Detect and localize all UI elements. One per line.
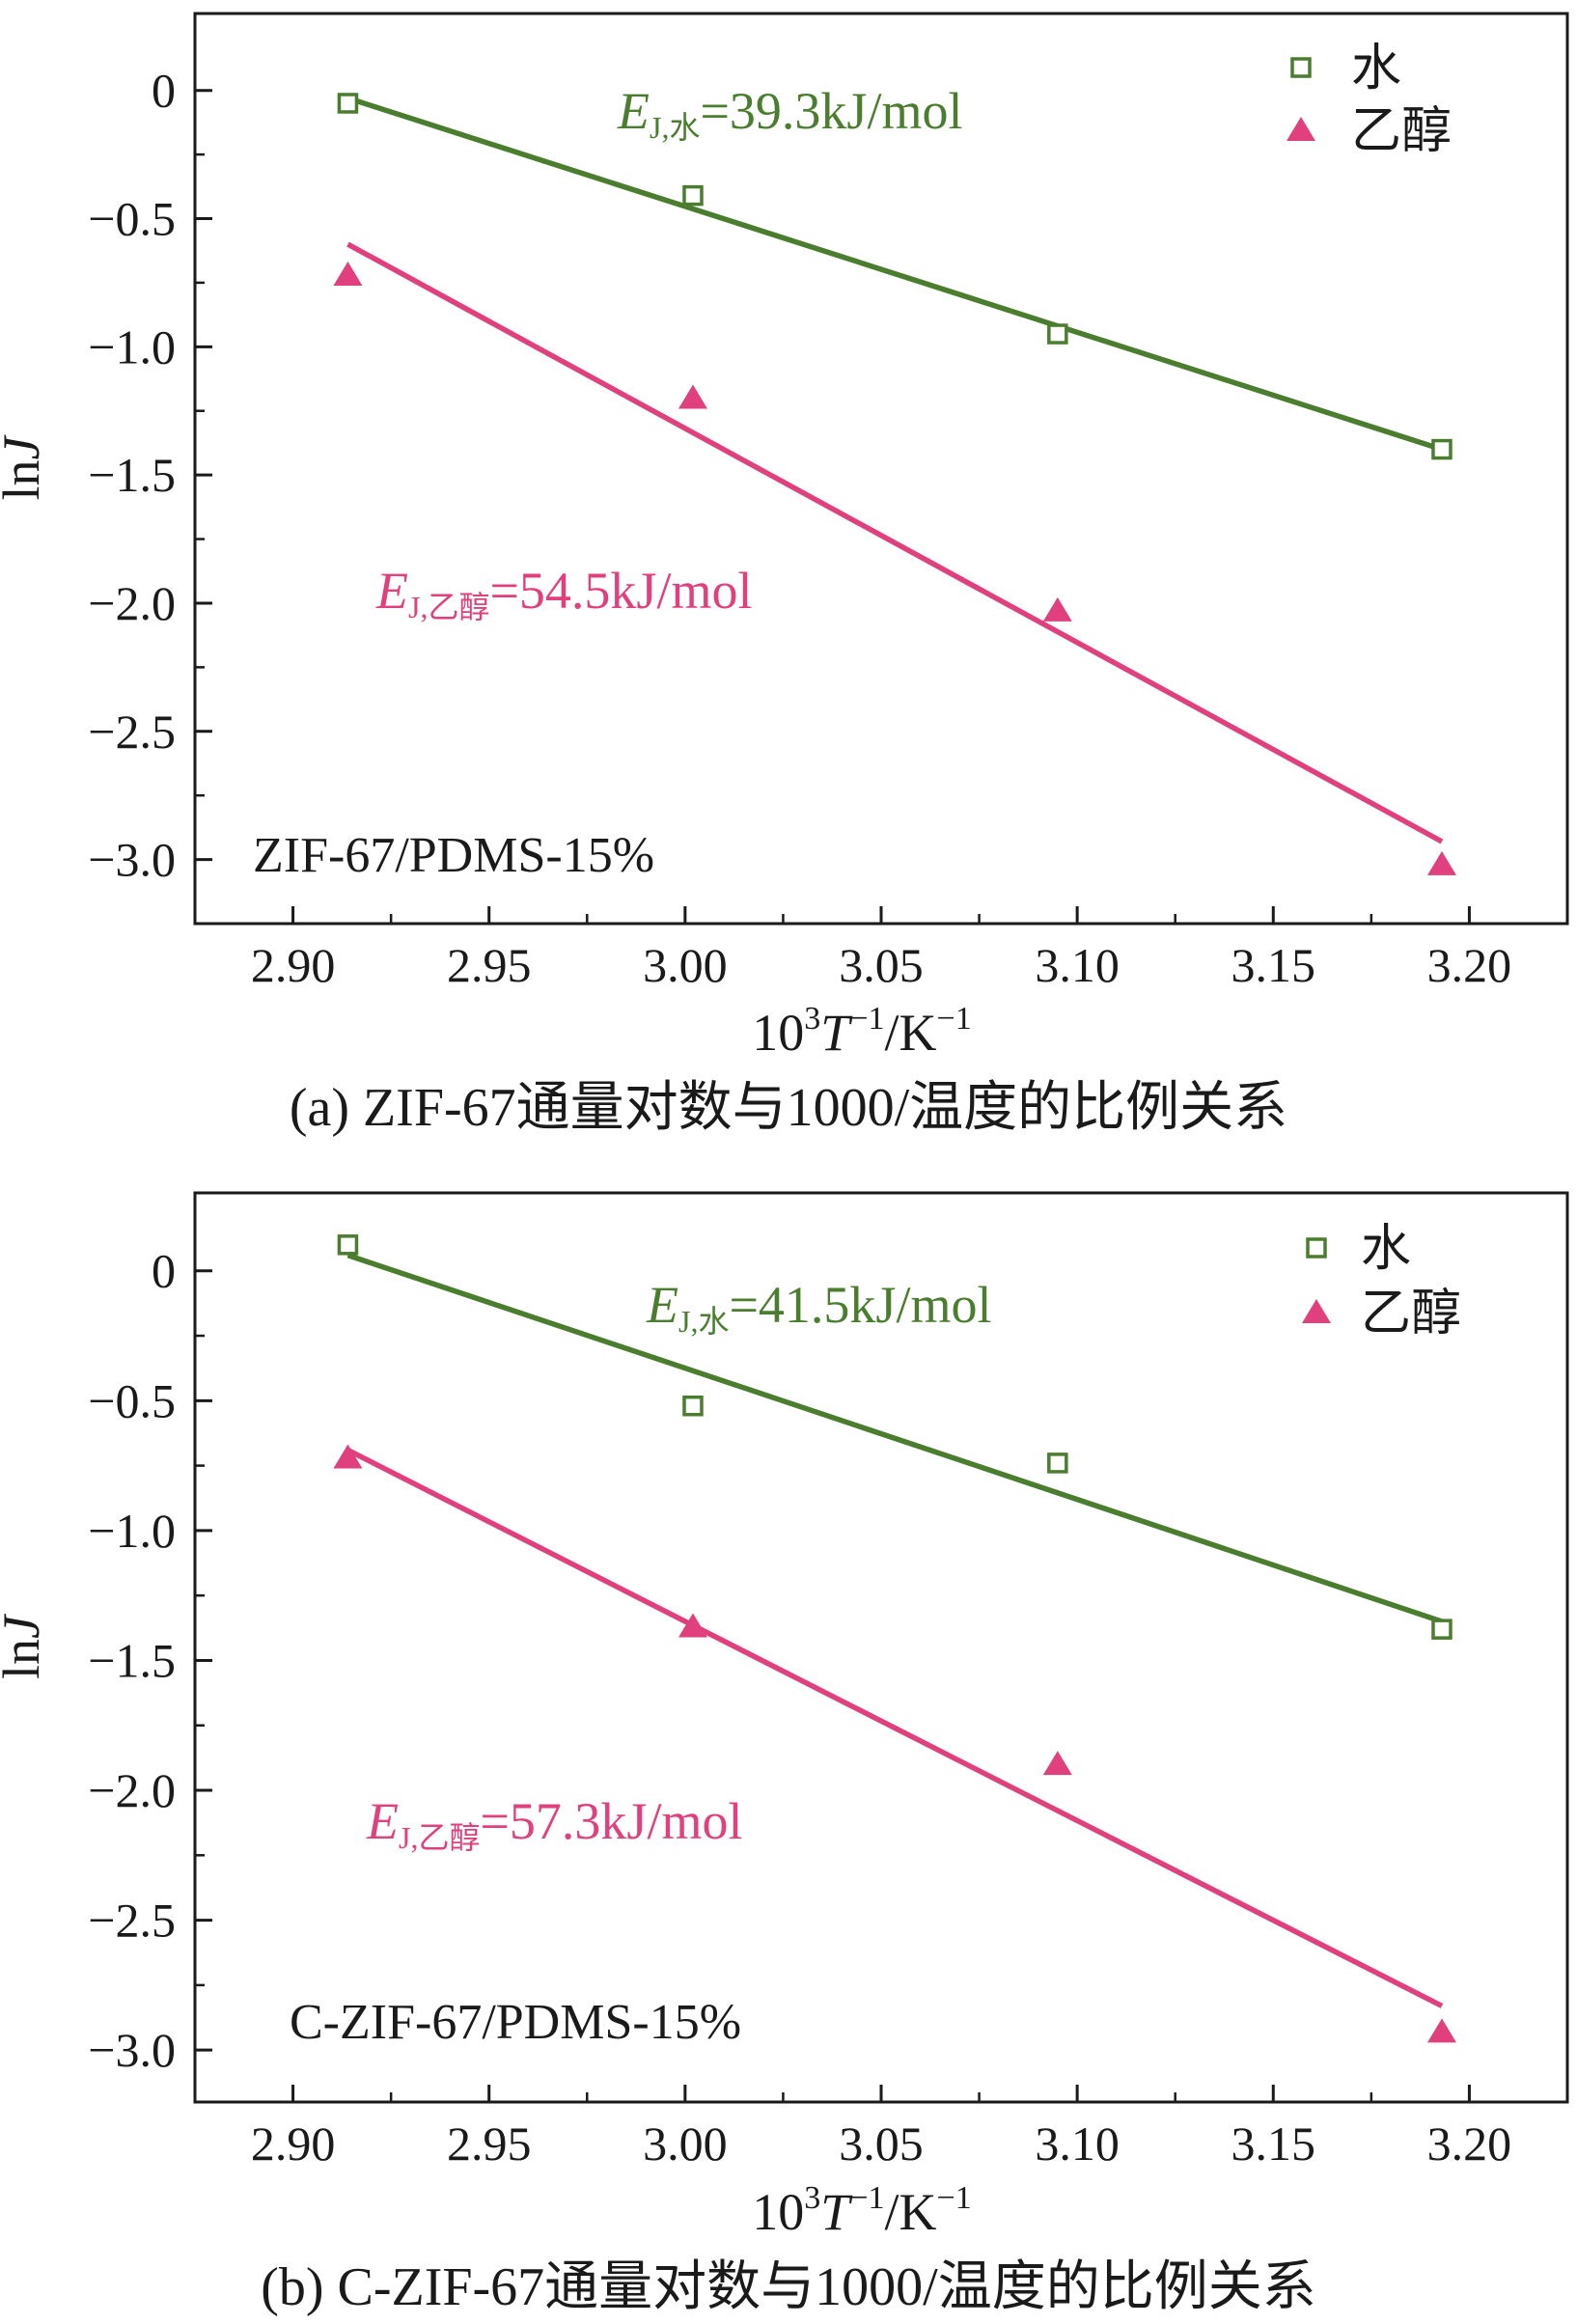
y-tick-label: −1.0 [88,1504,176,1558]
legend-marker-water [1306,1237,1327,1259]
data-point [333,261,363,286]
y-tick-label: −2.0 [88,1763,176,1817]
x-tick-label: 3.20 [1427,2116,1512,2171]
legend-label: 乙醇 [1361,1286,1461,1342]
data-point [337,1234,359,1256]
legend-label: 水 [1361,1222,1411,1277]
x-tick-label: 2.95 [447,938,532,992]
x-tick-label: 3.15 [1231,938,1316,992]
x-axis-label: 103T−1/K−1 [752,2180,971,2241]
data-point [682,184,704,207]
legend-label: 水 [1351,42,1401,97]
series-water: EJ,水=41.5kJ/mol [337,1234,1452,1640]
y-tick-label: −2.0 [88,576,176,630]
fit-line [346,96,1443,453]
y-tick-label: −0.5 [88,192,176,246]
x-tick-label: 3.05 [839,938,924,992]
figure-caption: (b) C-ZIF-67通量对数与1000/温度的比例关系 [261,2257,1316,2317]
legend-label: 乙醇 [1351,104,1452,159]
y-tick-label: −2.5 [88,705,176,759]
activation-energy-label: EJ,水=39.3kJ/mol [617,82,962,145]
data-point [1426,2018,1456,2043]
series-water: EJ,水=39.3kJ/mol [337,82,1452,460]
series-ethanol: EJ,乙醇=57.3kJ/mol [333,1444,1456,2043]
data-point [1047,323,1068,345]
y-tick-label: −1.5 [88,1633,176,1687]
legend-marker-water [1290,57,1312,78]
legend-marker-ethanol [1302,1299,1331,1323]
y-axis-label: lnJ [0,1613,50,1679]
data-point [337,93,359,114]
sample-annotation: C-ZIF-67/PDMS-15% [290,1995,741,2050]
series-ethanol: EJ,乙醇=54.5kJ/mol [333,241,1456,875]
x-tick-label: 3.15 [1231,2116,1316,2171]
y-tick-label: −3.0 [88,833,176,887]
data-point [1431,438,1452,460]
fit-line [346,241,1444,844]
data-point [1431,1618,1452,1640]
y-tick-label: 0 [152,64,176,118]
x-tick-label: 3.00 [643,938,728,992]
x-tick-label: 3.00 [643,2116,728,2171]
x-tick-label: 2.90 [251,938,336,992]
fit-line [346,1447,1444,2008]
activation-energy-label: EJ,乙醇=57.3kJ/mol [366,1792,742,1855]
activation-energy-label: EJ,乙醇=54.5kJ/mol [375,562,752,624]
data-point [1047,1452,1068,1474]
y-axis-label: lnJ [0,433,50,500]
data-point [333,1444,363,1469]
sample-annotation: ZIF-67/PDMS-15% [253,828,654,883]
y-tick-label: −1.0 [88,319,176,374]
y-tick-label: 0 [152,1244,176,1298]
activation-energy-label: EJ,水=41.5kJ/mol [646,1276,991,1339]
y-tick-label: −0.5 [88,1373,176,1427]
data-point [678,1613,707,1638]
x-tick-label: 3.20 [1427,938,1512,992]
data-point [1426,850,1456,875]
data-point [682,1395,704,1417]
data-point [678,384,707,409]
x-tick-label: 3.05 [839,2116,924,2171]
data-point [1042,596,1072,622]
x-tick-label: 2.95 [447,2116,532,2171]
x-tick-label: 2.90 [251,2116,336,2171]
y-tick-label: −1.5 [88,448,176,502]
x-tick-label: 3.10 [1035,938,1120,992]
figure-caption: (a) ZIF-67通量对数与1000/温度的比例关系 [290,1078,1287,1138]
chart-b: 2.90 2.95 3.00 3.05 3.10 3.15 3.20 0 −0.5 −1.0 −1.… [0,1191,1569,2317]
fit-line [346,1252,1443,1624]
y-tick-label: −3.0 [88,2023,176,2077]
data-point [1042,1751,1072,1776]
legend-marker-ethanol [1286,117,1315,141]
chart-a: 2.90 2.95 3.00 3.05 3.10 3.15 3.20 0 −0.5 −1.0 −1.… [0,12,1569,1138]
x-axis-label: 103T−1/K−1 [752,1001,971,1062]
y-tick-label: −2.5 [88,1894,176,1948]
x-tick-label: 3.10 [1035,2116,1120,2171]
